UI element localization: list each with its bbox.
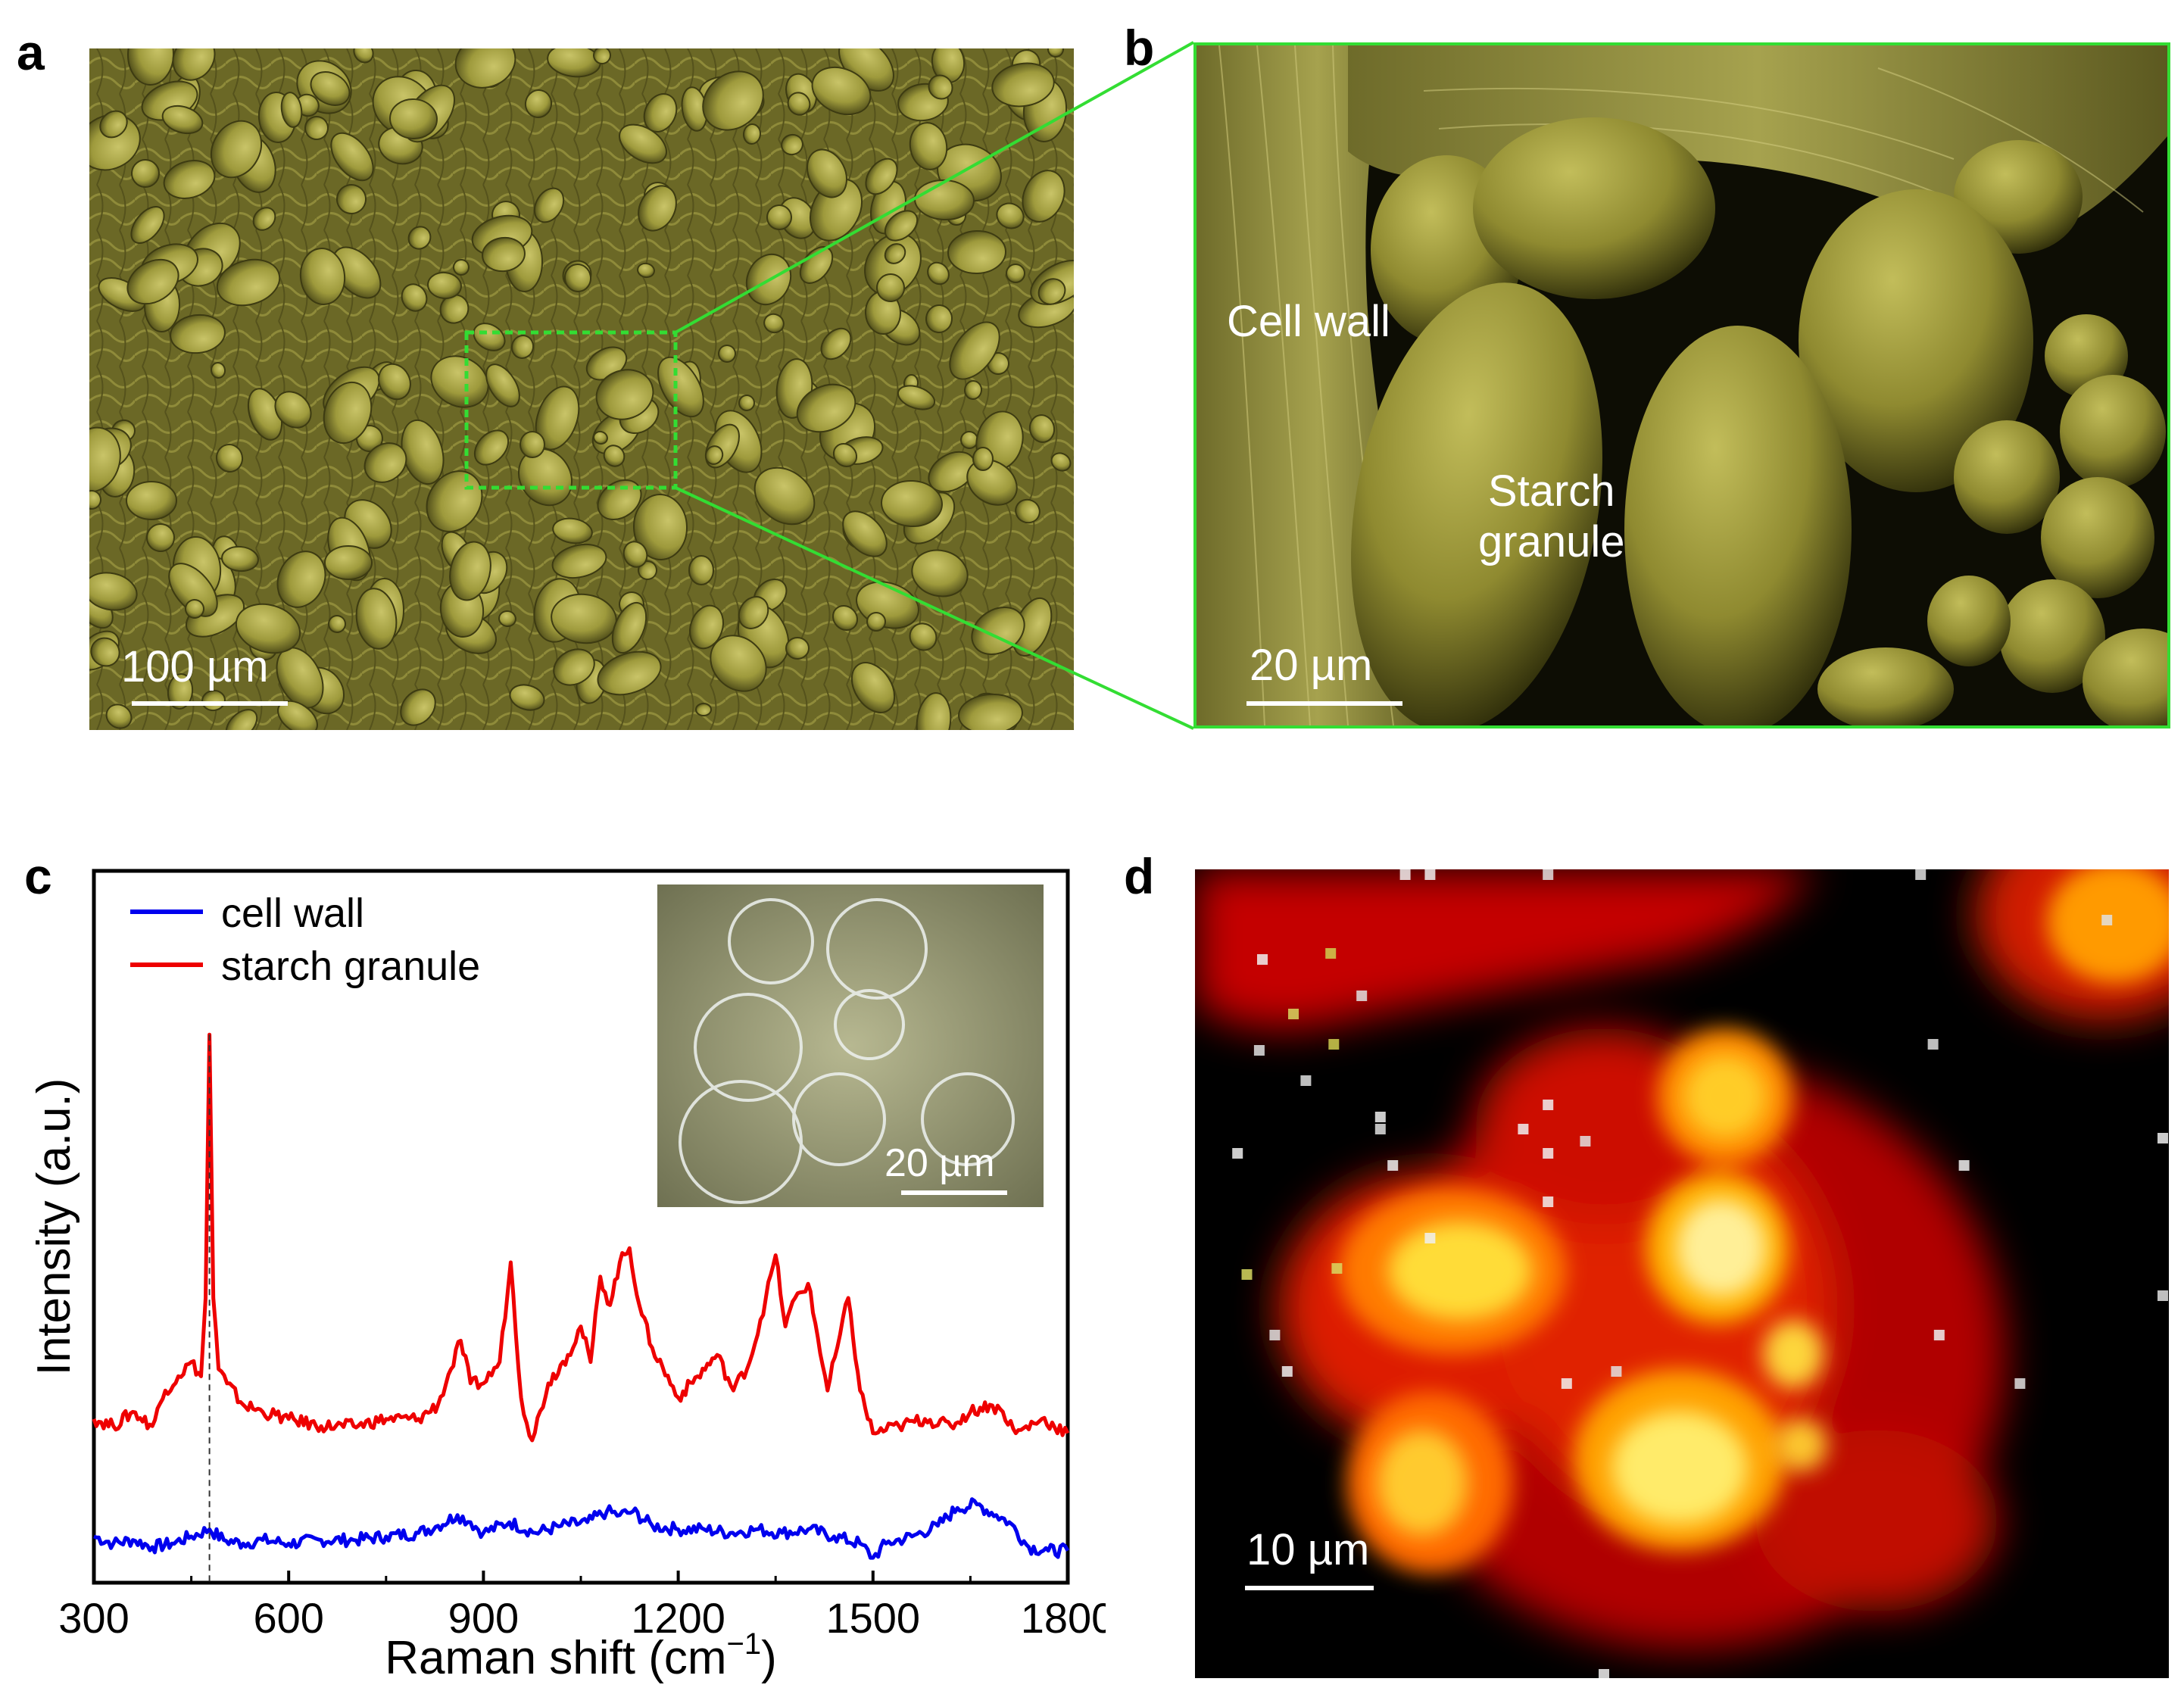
x-tick-label: 1500	[826, 1594, 921, 1642]
x-tick-label: 300	[58, 1594, 129, 1642]
raman-inset-micrograph: 20 µm	[657, 884, 1044, 1207]
panel-d-raman-map: 10 µm	[1195, 869, 2169, 1678]
x-axis-label-main: Raman shift (cm	[385, 1632, 726, 1684]
panel-letter-b: b	[1124, 20, 1155, 76]
y-axis-label: Intensity (a.u.)	[28, 1078, 80, 1376]
legend-label-starch: starch granule	[221, 944, 480, 989]
panel-letter-d: d	[1124, 848, 1155, 904]
x-axis-label-close: )	[761, 1632, 777, 1684]
starch-label-line1: Starch	[1487, 466, 1615, 516]
x-axis-label-sup: −1	[727, 1627, 762, 1661]
cell-wall-label: Cell wall	[1227, 297, 1390, 346]
zoom-box	[464, 330, 678, 490]
x-tick-label: 1200	[631, 1594, 725, 1642]
x-tick-label: 1800	[1021, 1594, 1106, 1642]
panel-d-scale-bar	[1245, 1586, 1374, 1590]
panel-b-scale-bar	[1246, 701, 1402, 706]
panel-a-scale-bar	[132, 701, 288, 706]
panel-a-scale-label: 100 µm	[121, 642, 269, 691]
x-tick-label: 600	[253, 1594, 323, 1642]
starch-granule-label: Starch granule	[1478, 466, 1624, 567]
panel-a-sem-image: 100 µm	[89, 48, 1074, 730]
x-axis-label: Raman shift (cm−1)	[385, 1627, 777, 1684]
inset-scale-label: 20 µm	[885, 1141, 995, 1185]
starch-label-line2: granule	[1478, 516, 1625, 566]
series-cell-wall	[93, 1497, 1070, 1560]
series-line	[92, 1032, 1070, 1443]
raman-spectra-chart: 300 600 900 1200 1500 1800 cell wall starch g…	[28, 869, 1106, 1684]
series-line	[93, 1497, 1070, 1560]
panel-d-scale-label: 10 µm	[1246, 1525, 1370, 1574]
series-starch-granule	[92, 1032, 1070, 1443]
panel-letter-c: c	[24, 848, 52, 904]
panel-b-scale-label: 20 µm	[1250, 641, 1373, 690]
x-tick-label: 900	[448, 1594, 519, 1642]
panel-b-sem-image: Cell wall Starch granule 20 µm	[1193, 42, 2170, 729]
inset-scale-bar	[901, 1190, 1007, 1195]
panel-letter-a: a	[17, 24, 45, 80]
legend-label-cell-wall: cell wall	[221, 891, 364, 936]
zoom-connector-lines	[675, 41, 1194, 730]
